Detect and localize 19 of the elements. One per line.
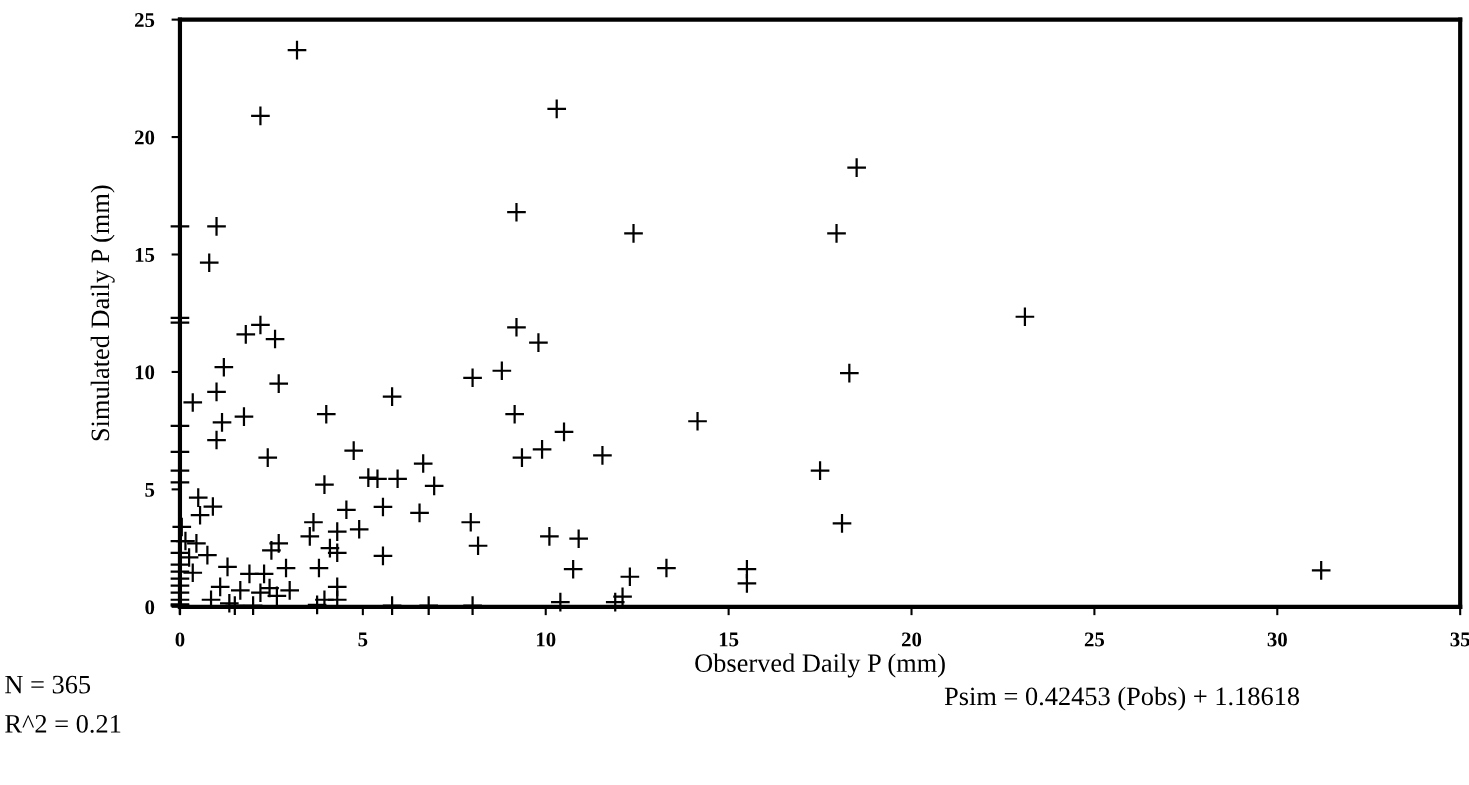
text: N = 365 bbox=[5, 675, 91, 694]
y-tick-label: 15 bbox=[135, 247, 155, 262]
x-tick-label: 25 bbox=[1084, 632, 1105, 647]
y-tick-label: 5 bbox=[145, 482, 155, 497]
y-tick-label: 20 bbox=[134, 130, 155, 145]
x-tick-label: 20 bbox=[901, 632, 922, 647]
text: Psim = 0.42453 (Pobs) + 1.18618 bbox=[944, 686, 1300, 711]
y-axis-title: Simulated Daily P (mm) bbox=[90, 185, 115, 441]
x-tick-label: 15 bbox=[719, 632, 739, 647]
x-tick-label: 30 bbox=[1267, 632, 1287, 647]
x-tick-label: 10 bbox=[536, 632, 556, 647]
text: R^2 = 0.21 bbox=[5, 714, 121, 733]
x-tick-label: 35 bbox=[1450, 632, 1469, 647]
y-tick-label: 0 bbox=[145, 600, 155, 615]
x-axis-title: Observed Daily P (mm) bbox=[695, 653, 945, 678]
x-tick-label: 5 bbox=[358, 632, 368, 647]
y-tick-label: 25 bbox=[134, 13, 155, 28]
y-tick-label: 10 bbox=[135, 365, 155, 380]
x-tick-label: 0 bbox=[175, 632, 185, 647]
